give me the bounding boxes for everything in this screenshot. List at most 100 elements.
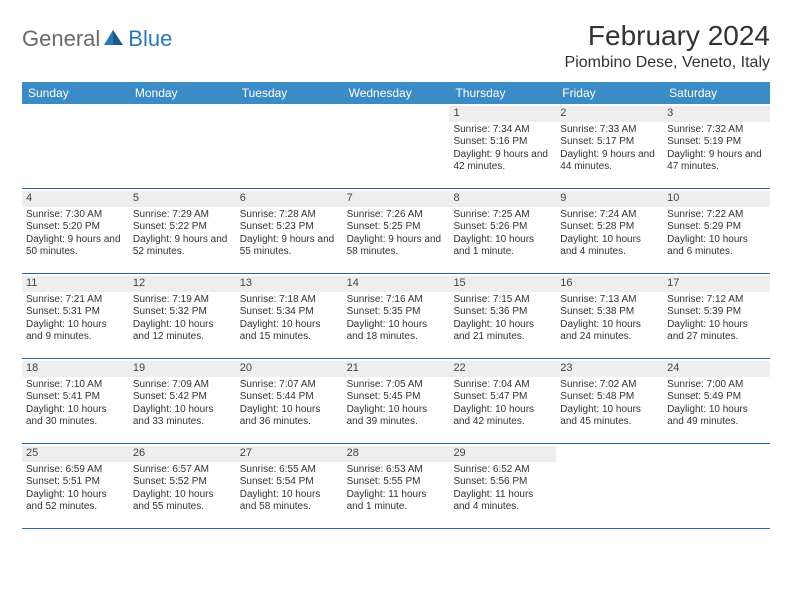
sunset-line: Sunset: 5:47 PM: [453, 391, 552, 404]
day-text: Sunrise: 7:29 AMSunset: 5:22 PMDaylight:…: [133, 209, 232, 259]
day-cell: 6Sunrise: 7:28 AMSunset: 5:23 PMDaylight…: [236, 189, 343, 273]
day-number: 22: [449, 361, 556, 377]
day-number: 19: [129, 361, 236, 377]
sunset-line: Sunset: 5:38 PM: [560, 306, 659, 319]
sunrise-line: Sunrise: 7:30 AM: [26, 209, 125, 222]
daylight-line: Daylight: 9 hours and 55 minutes.: [240, 234, 339, 259]
day-text: Sunrise: 6:59 AMSunset: 5:51 PMDaylight:…: [26, 464, 125, 514]
day-cell: 11Sunrise: 7:21 AMSunset: 5:31 PMDayligh…: [22, 274, 129, 358]
day-number: 28: [343, 446, 450, 462]
sunrise-line: Sunrise: 7:05 AM: [347, 379, 446, 392]
day-cell: 16 Sunrise: 7:13 AMSunset: 5:38 PMDayligh…: [556, 274, 663, 358]
daylight-line: Daylight: 11 hours and 1 minute.: [347, 489, 446, 514]
sunset-line: Sunset: 5:25 PM: [347, 221, 446, 234]
day-text: Sunrise: 7:09 AMSunset: 5:42 PMDaylight:…: [133, 379, 232, 429]
sunset-line: Sunset: 5:17 PM: [560, 136, 659, 149]
logo-text-general: General: [22, 26, 100, 52]
day-cell: 29Sunrise: 6:52 AMSunset: 5:56 PMDayligh…: [449, 444, 556, 528]
sunrise-line: Sunrise: 7:18 AM: [240, 294, 339, 307]
sunset-line: Sunset: 5:49 PM: [667, 391, 766, 404]
day-number: 7: [343, 191, 450, 207]
sunset-line: Sunset: 5:44 PM: [240, 391, 339, 404]
dow-cell: Saturday: [663, 82, 770, 104]
day-text: Sunrise: 7:18 AMSunset: 5:34 PMDaylight:…: [240, 294, 339, 344]
dow-cell: Friday: [556, 82, 663, 104]
daylight-line: Daylight: 10 hours and 39 minutes.: [347, 404, 446, 429]
daylight-line: Daylight: 10 hours and 30 minutes.: [26, 404, 125, 429]
day-number: 12: [129, 276, 236, 292]
day-cell: [129, 104, 236, 188]
day-cell: [22, 104, 129, 188]
sunrise-line: Sunrise: 6:57 AM: [133, 464, 232, 477]
daylight-line: Daylight: 9 hours and 58 minutes.: [347, 234, 446, 259]
daylight-line: Daylight: 10 hours and 24 minutes.: [560, 319, 659, 344]
day-number: 29: [449, 446, 556, 462]
sunset-line: Sunset: 5:34 PM: [240, 306, 339, 319]
day-cell: 9 Sunrise: 7:24 AMSunset: 5:28 PMDaylight…: [556, 189, 663, 273]
day-cell: 18Sunrise: 7:10 AMSunset: 5:41 PMDayligh…: [22, 359, 129, 443]
sunset-line: Sunset: 5:39 PM: [667, 306, 766, 319]
week-row: 4Sunrise: 7:30 AMSunset: 5:20 PMDaylight…: [22, 189, 770, 274]
day-cell: 13Sunrise: 7:18 AMSunset: 5:34 PMDayligh…: [236, 274, 343, 358]
day-text: Sunrise: 7:32 AMSunset: 5:19 PMDaylight:…: [667, 124, 766, 174]
day-text: Sunrise: 6:55 AMSunset: 5:54 PMDaylight:…: [240, 464, 339, 514]
day-number: 26: [129, 446, 236, 462]
sunrise-line: Sunrise: 6:55 AM: [240, 464, 339, 477]
day-cell: 4Sunrise: 7:30 AMSunset: 5:20 PMDaylight…: [22, 189, 129, 273]
day-text: Sunrise: 7:33 AMSunset: 5:17 PMDaylight:…: [560, 124, 659, 174]
day-number: 15: [449, 276, 556, 292]
day-text: Sunrise: 7:34 AMSunset: 5:16 PMDaylight:…: [453, 124, 552, 174]
day-cell: [343, 104, 450, 188]
day-number: 27: [236, 446, 343, 462]
day-cell: 28 Sunrise: 6:53 AMSunset: 5:55 PMDayligh…: [343, 444, 450, 528]
sunrise-line: Sunrise: 7:29 AM: [133, 209, 232, 222]
dow-row: SundayMondayTuesdayWednesdayThursdayFrid…: [22, 82, 770, 104]
day-number: 9: [556, 191, 663, 207]
daylight-line: Daylight: 10 hours and 9 minutes.: [26, 319, 125, 344]
day-text: Sunrise: 7:05 AMSunset: 5:45 PMDaylight:…: [347, 379, 446, 429]
day-cell: 26Sunrise: 6:57 AMSunset: 5:52 PMDayligh…: [129, 444, 236, 528]
daylight-line: Daylight: 10 hours and 36 minutes.: [240, 404, 339, 429]
sunrise-line: Sunrise: 7:34 AM: [453, 124, 552, 137]
daylight-line: Daylight: 10 hours and 27 minutes.: [667, 319, 766, 344]
title-block: February 2024 Piombino Dese, Veneto, Ita…: [565, 20, 770, 72]
day-text: Sunrise: 7:22 AMSunset: 5:29 PMDaylight:…: [667, 209, 766, 259]
sunrise-line: Sunrise: 6:53 AM: [347, 464, 446, 477]
day-cell: 10 Sunrise: 7:22 AMSunset: 5:29 PMDayligh…: [663, 189, 770, 273]
day-number: 21: [343, 361, 450, 377]
day-text: Sunrise: 7:25 AMSunset: 5:26 PMDaylight:…: [453, 209, 552, 259]
day-number: 10: [663, 191, 770, 207]
sunrise-line: Sunrise: 7:04 AM: [453, 379, 552, 392]
day-number: 20: [236, 361, 343, 377]
week-row: 25Sunrise: 6:59 AMSunset: 5:51 PMDayligh…: [22, 444, 770, 529]
sunset-line: Sunset: 5:35 PM: [347, 306, 446, 319]
week-row: 1Sunrise: 7:34 AMSunset: 5:16 PMDaylight…: [22, 104, 770, 189]
header: General Blue February 2024 Piombino Dese…: [22, 20, 770, 72]
day-text: Sunrise: 7:26 AMSunset: 5:25 PMDaylight:…: [347, 209, 446, 259]
day-number: 16: [556, 276, 663, 292]
day-cell: 19 Sunrise: 7:09 AMSunset: 5:42 PMDayligh…: [129, 359, 236, 443]
day-number: 11: [22, 276, 129, 292]
dow-cell: Wednesday: [343, 82, 450, 104]
day-text: Sunrise: 7:16 AMSunset: 5:35 PMDaylight:…: [347, 294, 446, 344]
sunrise-line: Sunrise: 7:15 AM: [453, 294, 552, 307]
daylight-line: Daylight: 10 hours and 33 minutes.: [133, 404, 232, 429]
logo-text-blue: Blue: [128, 26, 172, 52]
sunrise-line: Sunrise: 7:02 AM: [560, 379, 659, 392]
day-text: Sunrise: 7:24 AMSunset: 5:28 PMDaylight:…: [560, 209, 659, 259]
day-cell: 20Sunrise: 7:07 AMSunset: 5:44 PMDayligh…: [236, 359, 343, 443]
sunrise-line: Sunrise: 7:13 AM: [560, 294, 659, 307]
daylight-line: Daylight: 10 hours and 21 minutes.: [453, 319, 552, 344]
daylight-line: Daylight: 9 hours and 44 minutes.: [560, 149, 659, 174]
sunset-line: Sunset: 5:48 PM: [560, 391, 659, 404]
calendar: SundayMondayTuesdayWednesdayThursdayFrid…: [22, 82, 770, 529]
sunset-line: Sunset: 5:36 PM: [453, 306, 552, 319]
day-cell: 7 Sunrise: 7:26 AMSunset: 5:25 PMDaylight…: [343, 189, 450, 273]
day-text: Sunrise: 7:30 AMSunset: 5:20 PMDaylight:…: [26, 209, 125, 259]
sunrise-line: Sunrise: 7:26 AM: [347, 209, 446, 222]
day-number: 23: [556, 361, 663, 377]
day-cell: [556, 444, 663, 528]
day-cell: 15 Sunrise: 7:15 AMSunset: 5:36 PMDayligh…: [449, 274, 556, 358]
day-text: Sunrise: 7:28 AMSunset: 5:23 PMDaylight:…: [240, 209, 339, 259]
day-text: Sunrise: 6:53 AMSunset: 5:55 PMDaylight:…: [347, 464, 446, 514]
